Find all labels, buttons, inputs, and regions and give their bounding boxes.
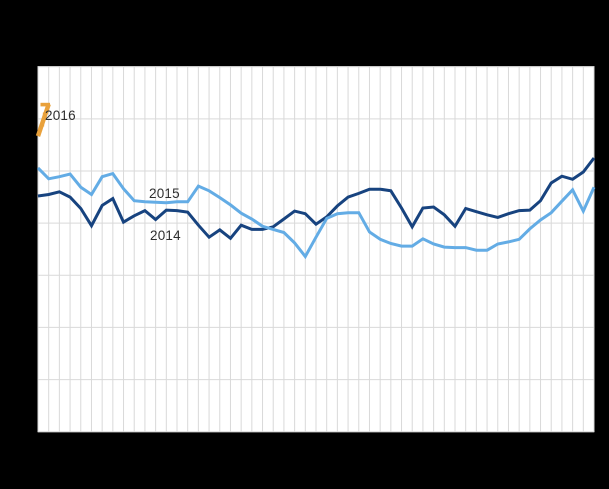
series-label-2014: 2014: [150, 228, 181, 243]
series-2016-end-dash: [40, 102, 50, 107]
series-label-2015: 2015: [149, 186, 180, 201]
series-label-2016: 2016: [45, 108, 76, 123]
series-line-2014: [37, 157, 596, 241]
gridlines: [37, 66, 595, 433]
series-line-2015: [36, 166, 596, 260]
